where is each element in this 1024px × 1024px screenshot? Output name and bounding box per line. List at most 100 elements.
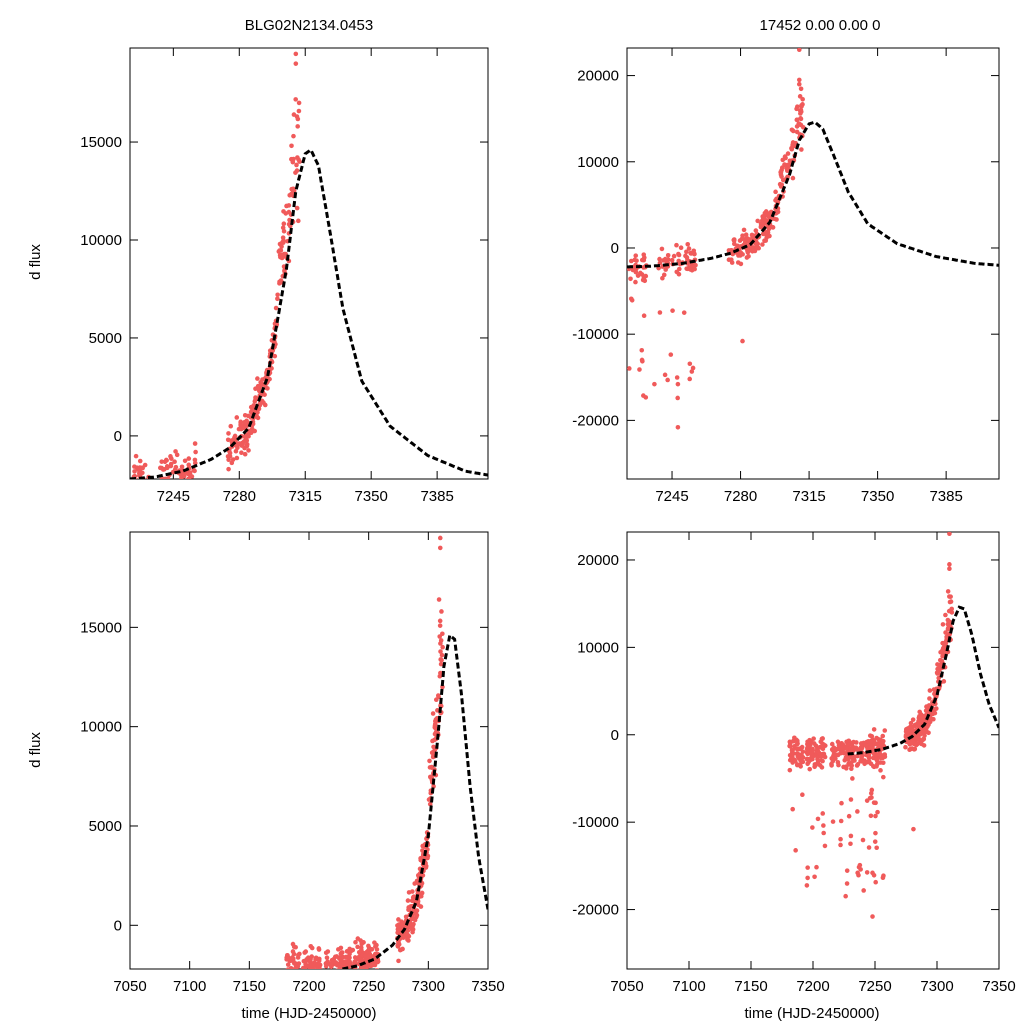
data-point: [336, 947, 341, 952]
data-point: [293, 964, 299, 969]
data-point: [326, 970, 331, 975]
data-point: [367, 971, 372, 976]
data-point: [143, 492, 148, 497]
data-point: [729, 260, 735, 265]
data-point: [323, 961, 329, 966]
data-point: [279, 244, 284, 249]
data-point: [290, 966, 295, 969]
data-point: [173, 449, 178, 454]
data-point: [690, 365, 696, 371]
data-point: [438, 661, 444, 667]
data-point: [820, 811, 826, 816]
data-point: [868, 743, 873, 749]
data-point: [920, 736, 926, 742]
data-point: [437, 618, 443, 624]
data-point: [629, 297, 635, 303]
data-point: [364, 972, 369, 977]
x-tick-label: 7350: [354, 488, 387, 505]
data-point: [741, 227, 747, 233]
data-point: [787, 767, 793, 773]
data-point: [244, 442, 250, 447]
data-point: [799, 147, 804, 152]
data-point: [863, 760, 868, 765]
data-point: [943, 612, 948, 618]
data-point: [284, 980, 289, 985]
data-point: [430, 711, 436, 716]
data-point: [344, 972, 349, 977]
data-point: [917, 714, 922, 719]
data-point: [633, 269, 639, 275]
data-point: [808, 748, 814, 754]
data-point: [347, 959, 352, 964]
x-tick-label: 7200: [292, 978, 325, 995]
data-point: [687, 376, 693, 382]
data-point: [868, 790, 874, 796]
data-point: [428, 774, 434, 780]
x-tick-label: 7385: [420, 488, 453, 505]
data-point: [410, 889, 415, 894]
data-point: [760, 231, 766, 237]
data-point: [743, 232, 749, 238]
panel-top-left: 7245 7280 7315 7350 7385 0 5000 10000 15000: [80, 47, 489, 505]
data-point: [665, 252, 671, 258]
data-point: [289, 143, 294, 149]
data-point: [796, 81, 802, 87]
model-curve: [130, 147, 488, 479]
data-point: [765, 229, 771, 235]
data-point: [352, 959, 358, 965]
data-point: [661, 258, 666, 263]
data-point: [763, 209, 769, 214]
data-point: [850, 776, 855, 781]
data-point: [256, 406, 262, 412]
data-point: [873, 879, 878, 885]
data-point: [139, 485, 144, 490]
data-point: [331, 969, 336, 974]
data-point: [805, 875, 810, 881]
data-point: [866, 755, 872, 761]
data-point: [831, 751, 837, 757]
data-point: [755, 218, 760, 224]
data-point: [286, 980, 291, 985]
data-point: [674, 269, 680, 275]
x-tick-label: 7100: [672, 978, 705, 995]
data-point: [754, 243, 760, 249]
data-point: [873, 830, 878, 836]
data-point: [869, 795, 874, 800]
data-point: [815, 816, 821, 822]
data-point: [659, 246, 665, 252]
data-point: [370, 971, 375, 976]
data-point: [404, 930, 409, 936]
data-point: [874, 845, 879, 851]
data-point: [665, 257, 671, 262]
data-point: [335, 987, 340, 992]
data-point: [139, 481, 144, 486]
data-point: [239, 443, 245, 448]
data-point: [949, 610, 955, 615]
data-point: [821, 830, 826, 836]
data-point: [144, 486, 149, 491]
data-point: [640, 277, 646, 283]
data-point: [374, 947, 380, 952]
data-point: [638, 270, 643, 276]
data-point: [363, 968, 365, 969]
data-point: [236, 426, 242, 432]
data-point: [878, 737, 883, 742]
data-point: [874, 735, 879, 741]
data-point: [641, 257, 647, 263]
plot-frame: [626, 47, 1000, 480]
data-point: [927, 688, 933, 693]
data-point: [344, 978, 349, 983]
data-point: [142, 462, 148, 468]
data-point: [675, 424, 681, 430]
data-point: [256, 388, 262, 394]
data-point: [935, 671, 940, 676]
data-point: [285, 979, 290, 984]
data-point: [364, 971, 369, 976]
data-point: [652, 381, 657, 387]
data-point: [670, 308, 675, 313]
data-point: [726, 257, 732, 262]
data-point: [903, 744, 908, 750]
data-point: [437, 673, 443, 679]
data-point: [430, 738, 435, 744]
data-point: [138, 479, 143, 484]
